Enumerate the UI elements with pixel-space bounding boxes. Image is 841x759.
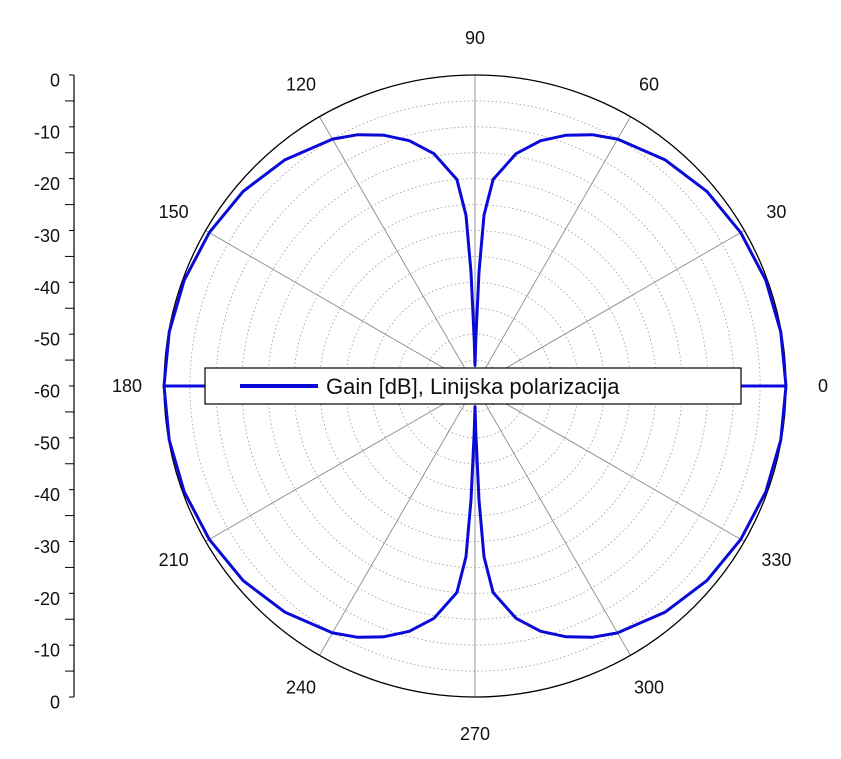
grid-spoke [474,385,745,542]
radial-tick-label: -40 [34,278,60,298]
angle-label: 300 [634,677,664,697]
radial-tick-label: -30 [34,226,60,246]
radial-tick-label: -60 [34,382,60,402]
radial-tick-label: -30 [34,537,60,557]
radial-tick-label: 0 [50,71,60,91]
radial-axis: 0 -10 -20 -30 -40 -50 -60 -50 -40 -30 -20 -10 0 [34,71,75,713]
angle-label: 30 [766,202,786,222]
grid-spoke [205,230,476,387]
grid-spoke [474,230,745,387]
angle-label: 180 [112,376,142,396]
series-layer [162,133,788,639]
radial-tick-label: -50 [34,330,60,350]
angle-label: 150 [159,202,189,222]
angular-axis: 0 30 60 90 120 150 180 210 240 270 300 330 [112,28,828,744]
grid-spoke [319,116,476,387]
radial-tick-label: -20 [34,174,60,194]
radial-tick-label: -10 [34,122,60,142]
legend-label: Gain [dB], Linijska polarizacija [326,374,620,399]
grid-spoke [474,385,631,656]
angle-label: 120 [286,75,316,95]
angle-label: 330 [761,550,791,570]
legend: Gain [dB], Linijska polarizacija [204,367,742,405]
series-line-upper [162,133,788,387]
radial-tick-label: -40 [34,485,60,505]
angle-label: 90 [465,28,485,48]
angle-label: 240 [286,677,316,697]
grid-spoke [474,116,631,387]
series-line-lower [162,384,788,639]
angle-label: 0 [818,376,828,396]
radial-tick-label: -10 [34,641,60,661]
grid-spoke [319,385,476,656]
grid-spoke [205,385,476,542]
radial-tick-label: -50 [34,433,60,453]
angle-label: 60 [639,75,659,95]
radial-tick-label: 0 [50,693,60,713]
angle-label: 270 [460,724,490,744]
radial-tick-label: -20 [34,589,60,609]
angle-label: 210 [159,550,189,570]
